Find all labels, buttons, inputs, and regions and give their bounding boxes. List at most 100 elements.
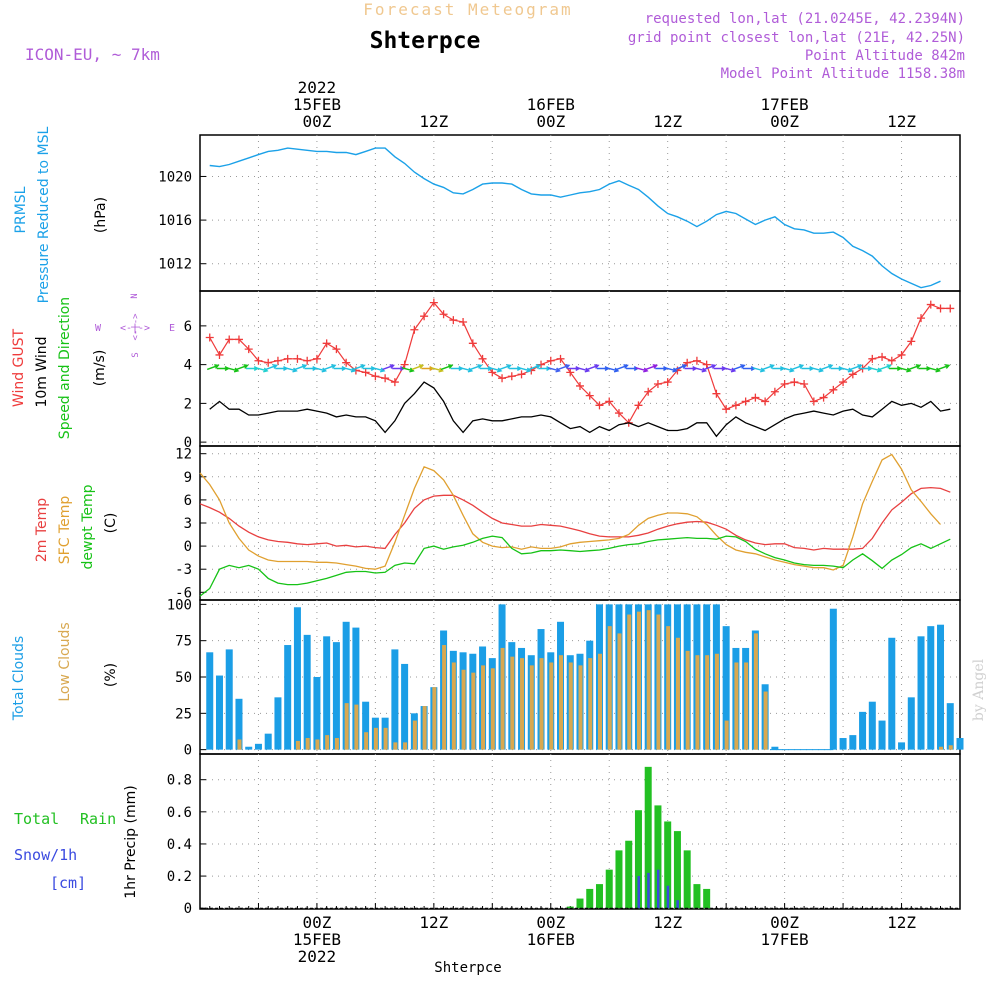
wind-direction-arrow [879,364,892,371]
low-cloud-bar [559,655,564,750]
watermark: by Angel [971,658,987,721]
y-tick-label: 2 [184,396,192,412]
precip-panel: 0 0.2 0.4 0.6 0.8 [167,753,961,917]
total-cloud-bar [313,677,321,750]
snow-bar [656,869,660,909]
gust-marker [644,387,653,396]
rain-bar [644,766,652,909]
total-cloud-bar [215,675,223,750]
y-tick-label: 0.8 [167,773,192,789]
gust-marker [605,397,614,406]
y-tick-label: 25 [175,706,192,722]
low-cloud-bar [539,658,544,750]
wind-direction-arrow [255,367,269,373]
total-cloud-bar [362,701,370,750]
total-cloud-bar [722,626,730,750]
wind-direction-arrow [518,367,532,373]
product-title: Forecast Meteogram [363,0,572,19]
gust-marker [439,310,448,319]
wind-direction-arrow [908,364,922,371]
y-tick-label: 1012 [158,257,192,273]
y-tick-label: 0 [184,901,192,917]
gust-marker [829,385,838,394]
total-cloud-bar [898,742,906,750]
low-cloud-bar [666,626,671,750]
total-cloud-bar [332,642,340,750]
bottom-time-label: 12Z [653,913,682,932]
bottom-time-label: 12Z [419,913,448,932]
pressure-label-reduced: Pressure Reduced to MSL [36,126,52,303]
gust-line [209,301,951,424]
precip-labels: Total Rain Snow/1h [cm] 1hr Precip (mm) [14,785,139,898]
snow-bar [676,900,679,909]
wind-direction-arrow [343,367,357,373]
precip-label-total: Total [14,810,59,828]
gust-marker [576,381,584,390]
wind-direction-arrow [499,364,512,371]
gust-marker [702,360,711,369]
low-cloud-bar [481,665,486,750]
gust-marker [722,405,731,414]
rain-bar [625,840,633,909]
info-line-4: Model Point Altitude 1158.38m [721,66,965,82]
gust-marker [322,339,331,348]
total-cloud-bar [907,697,915,750]
gust-marker [556,354,565,363]
low-cloud-bar [636,611,641,750]
gust-marker [790,378,799,387]
low-cloud-bar [412,720,417,750]
pressure-unit-label: (hPa) [93,197,109,233]
total-cloud-bar [937,624,945,750]
y-tick-label: 0 [184,539,192,555]
y-tick-label: 100 [167,597,192,613]
compass-rose: N S W E <-|-> <-|-> [95,293,175,357]
low-cloud-bar [334,738,339,750]
top-time-label: 12Z [419,112,448,131]
rain-bar [683,850,691,909]
wind-direction-arrow [470,364,483,371]
gust-marker [478,354,487,363]
temperature-labels: 2m Temp SFC Temp dewpt Temp (C) [34,484,119,569]
wind-direction-arrow [820,364,834,371]
pressure-label-prmsl: PRMSL [13,186,29,233]
rain-bar [576,898,584,909]
low-cloud-bar [695,655,700,750]
pressure-panel: 1012 1016 1020 [158,134,961,292]
bottom-time-label: 16FEB [527,930,575,949]
y-tick-label: 50 [175,670,192,686]
gust-marker [283,354,292,363]
wind-direction-arrow [460,367,474,373]
wind-panel: 0 2 4 6 [184,290,961,451]
low-cloud-bar [724,720,729,750]
wind-direction-arrow [937,364,951,371]
total-cloud-bar [917,636,925,750]
wind-direction-arrow [411,364,425,371]
gust-marker [293,354,302,363]
gust-marker [712,389,721,398]
total-cloud-bar [868,701,876,750]
bottom-time-label: 17FEB [761,930,809,949]
rain-bar [586,888,594,909]
low-cloud-bar [705,655,710,750]
total-cloud-bar [225,649,233,750]
precip-unit-label: 1hr Precip (mm) [123,785,139,898]
total-cloud-bar [206,652,214,750]
top-time-label: 15FEB [293,95,341,114]
gust-marker [692,356,701,365]
low-cloud-bar [939,746,944,750]
low-cloud-bar [588,658,593,750]
gust-marker [371,372,380,381]
low-cloud-bar [451,662,456,750]
pressure-line [209,147,941,289]
bottom-time-label: 00Z [302,913,331,932]
total-cloud-bar [401,663,409,750]
y-tick-label: 3 [184,516,192,532]
gust-marker [761,397,770,406]
gust-marker [468,339,477,348]
y-tick-label: -6 [175,585,192,601]
low-cloud-bar [714,653,719,750]
model-label: ICON-EU, ~ 7km [25,45,160,64]
low-cloud-bar [656,614,661,750]
total-cloud-bar [284,645,292,750]
wind-direction-arrow [372,367,386,373]
